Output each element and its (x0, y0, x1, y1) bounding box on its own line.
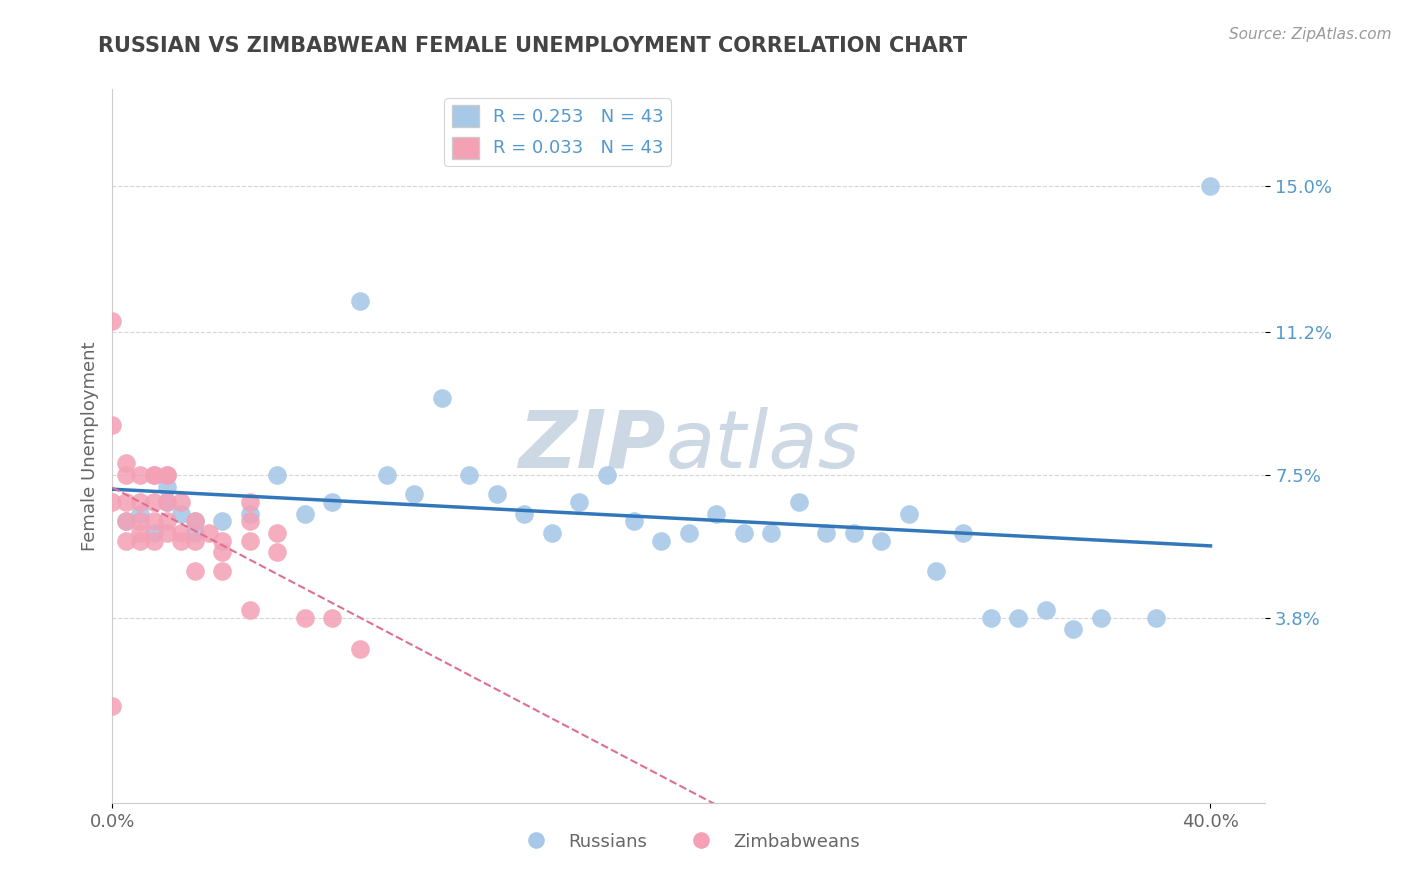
Point (129, 495, 152, 509)
Point (115, 533, 138, 548)
Point (142, 467, 165, 482)
Point (815, 525, 838, 540)
Point (1035, 603, 1057, 617)
Point (239, 533, 262, 548)
Point (239, 514, 262, 528)
Point (184, 533, 207, 548)
Point (101, 417, 124, 432)
Point (733, 525, 755, 540)
Point (170, 507, 193, 521)
Point (101, 699, 124, 714)
Legend: Russians, Zimbabweans: Russians, Zimbabweans (510, 826, 868, 858)
Point (266, 525, 288, 540)
Point (266, 467, 288, 482)
Point (156, 467, 179, 482)
Point (375, 467, 398, 482)
Point (129, 525, 152, 540)
Point (595, 467, 617, 482)
Point (897, 507, 920, 521)
Point (156, 495, 179, 509)
Point (129, 467, 152, 482)
Point (142, 467, 165, 482)
Point (485, 487, 508, 501)
Point (761, 525, 783, 540)
Point (211, 514, 233, 528)
Point (1062, 622, 1084, 636)
Point (184, 525, 207, 540)
Point (349, 641, 371, 656)
Point (170, 533, 193, 548)
Point (787, 495, 810, 509)
Point (239, 603, 262, 617)
Point (678, 525, 700, 540)
Point (170, 525, 193, 540)
Point (129, 514, 152, 528)
Point (115, 514, 138, 528)
Point (115, 495, 138, 509)
Point (156, 525, 179, 540)
Point (115, 456, 138, 470)
Point (184, 514, 207, 528)
Point (142, 525, 165, 540)
Text: ZIP: ZIP (519, 407, 666, 485)
Point (156, 467, 179, 482)
Point (952, 525, 974, 540)
Text: Source: ZipAtlas.com: Source: ZipAtlas.com (1229, 27, 1392, 42)
Point (156, 479, 179, 493)
Point (623, 514, 645, 528)
Point (404, 487, 426, 501)
Point (211, 533, 233, 548)
Point (349, 294, 371, 309)
Y-axis label: Female Unemployment: Female Unemployment (80, 342, 98, 550)
Point (458, 467, 481, 482)
Point (156, 495, 179, 509)
Point (540, 525, 562, 540)
Point (568, 495, 591, 509)
Point (101, 495, 124, 509)
Point (870, 533, 893, 548)
Point (101, 313, 124, 327)
Point (211, 565, 233, 579)
Point (1090, 610, 1112, 624)
Point (197, 525, 219, 540)
Point (294, 507, 316, 521)
Point (142, 533, 165, 548)
Point (842, 525, 865, 540)
Point (142, 495, 165, 509)
Point (1199, 178, 1222, 193)
Point (980, 610, 1002, 624)
Point (1007, 610, 1029, 624)
Point (115, 467, 138, 482)
Point (129, 533, 152, 548)
Point (239, 495, 262, 509)
Text: RUSSIAN VS ZIMBABWEAN FEMALE UNEMPLOYMENT CORRELATION CHART: RUSSIAN VS ZIMBABWEAN FEMALE UNEMPLOYMEN… (98, 36, 967, 55)
Point (239, 507, 262, 521)
Point (184, 565, 207, 579)
Text: atlas: atlas (666, 407, 860, 485)
Point (650, 533, 672, 548)
Point (184, 514, 207, 528)
Point (513, 507, 536, 521)
Point (321, 610, 343, 624)
Point (1144, 610, 1167, 624)
Point (925, 565, 948, 579)
Point (115, 514, 138, 528)
Point (294, 610, 316, 624)
Point (170, 495, 193, 509)
Point (142, 514, 165, 528)
Point (129, 507, 152, 521)
Point (211, 545, 233, 559)
Point (321, 495, 343, 509)
Point (706, 507, 728, 521)
Point (266, 545, 288, 559)
Point (430, 391, 453, 405)
Point (156, 514, 179, 528)
